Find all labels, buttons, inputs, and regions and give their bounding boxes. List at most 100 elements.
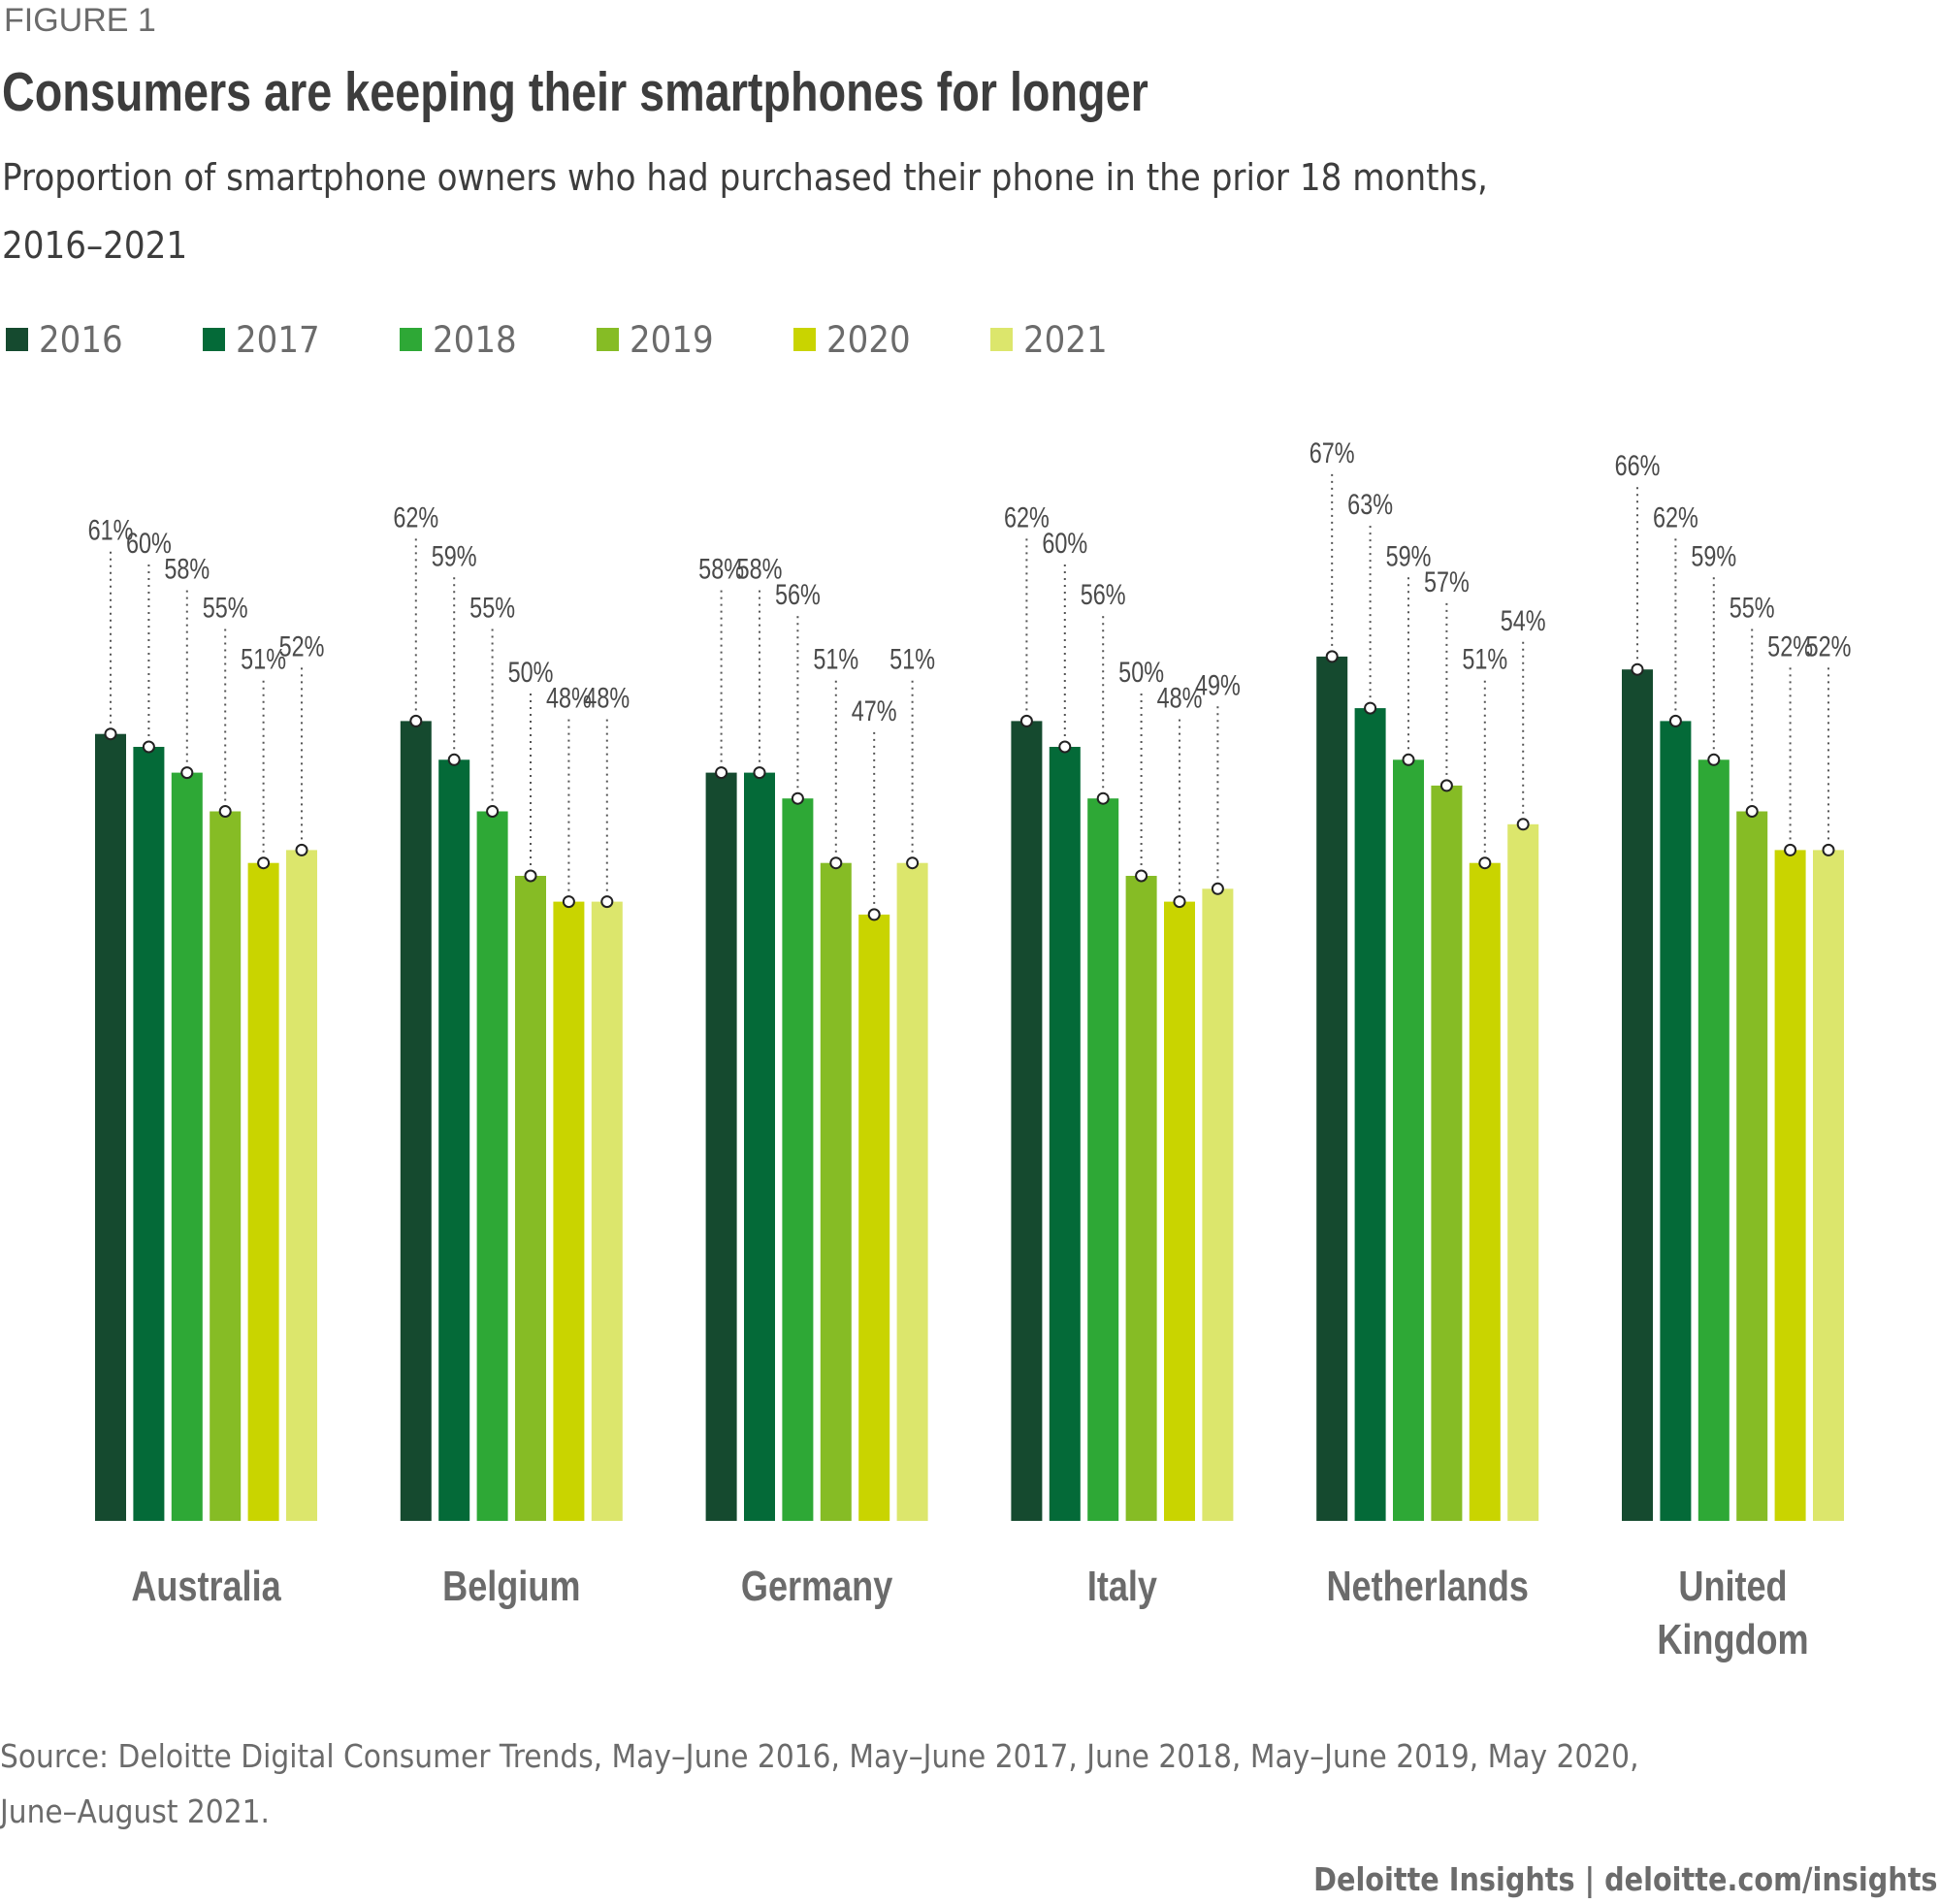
data-point-marker [409, 714, 423, 727]
legend-item-2020: 2020 [793, 315, 918, 364]
category-label: Australia [131, 1563, 281, 1610]
legend-item-2019: 2019 [597, 315, 721, 364]
data-point-marker [1325, 650, 1339, 663]
bar [210, 811, 242, 1521]
legend-swatch [6, 328, 28, 351]
data-label: 51% [813, 643, 858, 675]
data-point-marker [1631, 662, 1644, 676]
legend-label: 2021 [1023, 318, 1108, 361]
data-label: 56% [775, 578, 821, 610]
bar [171, 772, 203, 1521]
bar [515, 876, 546, 1521]
data-point-marker [1364, 701, 1377, 715]
data-point-marker [180, 766, 194, 780]
data-point-marker [1439, 779, 1453, 792]
bar-group-netherlands: 67% 63% 59%57% 51% 54% Netherlands [1310, 436, 1546, 1610]
bar [553, 901, 585, 1521]
data-label: 62% [1004, 501, 1050, 533]
data-point-marker [1516, 818, 1530, 831]
bar [896, 862, 928, 1521]
data-point-marker [1019, 714, 1033, 727]
data-label: 57% [1424, 565, 1470, 597]
category-label: Germany [741, 1563, 893, 1610]
bar [247, 862, 279, 1521]
legend-item-2021: 2021 [990, 315, 1115, 364]
data-point-marker [295, 843, 308, 856]
data-label: 58% [698, 553, 744, 585]
legend-swatch [203, 328, 225, 351]
legend-item-2017: 2017 [203, 315, 327, 364]
data-point-marker [600, 895, 614, 909]
data-point-marker [1211, 882, 1224, 895]
data-label: 60% [126, 527, 172, 559]
bar-group-belgium: 62%59%55%50%48%48%Belgium [393, 501, 630, 1610]
legend-item-2016: 2016 [6, 315, 130, 364]
bar [1202, 888, 1234, 1521]
bar [782, 798, 814, 1521]
bar [1813, 850, 1844, 1521]
data-label: 52% [279, 630, 325, 662]
data-point-marker [1784, 843, 1797, 856]
bar [744, 772, 775, 1521]
bar [1431, 785, 1463, 1521]
bar [95, 733, 126, 1521]
data-point-marker [104, 727, 117, 741]
bar [820, 862, 852, 1521]
bar [1049, 747, 1081, 1521]
source-note: Source: Deloitte Digital Consumer Trends… [0, 1737, 1639, 1830]
data-label: 62% [393, 501, 438, 533]
bar [1316, 656, 1348, 1521]
data-label: 51% [889, 643, 935, 675]
data-label: 49% [1195, 669, 1241, 701]
footer-credit: Deloitte Insights | deloitte.com/insight… [1313, 1860, 1938, 1898]
data-label: 55% [469, 592, 515, 624]
bar-group-australia: 61%60%58% 55% 51%52% Australia [88, 514, 325, 1610]
bar [1125, 876, 1157, 1521]
data-label: 67% [1310, 436, 1355, 468]
bar [1736, 811, 1768, 1521]
data-label: 52% [1767, 630, 1813, 662]
data-point-marker [524, 869, 537, 883]
data-point-marker [1707, 753, 1721, 766]
data-label: 58% [164, 553, 210, 585]
data-label: 50% [1118, 656, 1164, 688]
data-point-marker [142, 740, 155, 754]
legend-label: 2018 [433, 318, 517, 361]
bar [1774, 850, 1806, 1521]
data-point-marker [791, 791, 804, 805]
data-label: 58% [737, 553, 783, 585]
data-label: 48% [546, 682, 592, 714]
bar [1393, 759, 1424, 1521]
chart-subtitle: Proportion of smartphone owners who had … [2, 156, 1488, 267]
bar [1698, 759, 1730, 1521]
data-label: 48% [584, 682, 630, 714]
legend-label: 2019 [630, 318, 714, 361]
data-point-marker [1058, 740, 1072, 754]
bar [1469, 862, 1501, 1521]
data-point-marker [257, 856, 271, 870]
legend-label: 2016 [39, 318, 123, 361]
bar-group-germany: 58%58%56%51%47%51%Germany [698, 553, 935, 1610]
bar [400, 721, 432, 1521]
data-label: 59% [1691, 540, 1736, 572]
legend-label: 2020 [826, 318, 911, 361]
data-point-marker [562, 895, 575, 909]
data-label: 60% [1042, 527, 1087, 559]
data-label: 66% [1615, 449, 1661, 481]
data-label: 55% [203, 592, 248, 624]
data-point-marker [1822, 843, 1835, 856]
bar [1164, 901, 1195, 1521]
bar [1354, 708, 1386, 1521]
data-point-marker [867, 908, 881, 921]
bar [1507, 823, 1539, 1521]
bar [133, 747, 165, 1521]
data-label: 62% [1653, 501, 1698, 533]
legend-swatch [990, 328, 1013, 351]
data-label: 56% [1081, 578, 1126, 610]
data-label: 51% [241, 643, 286, 675]
data-label: 54% [1501, 604, 1546, 636]
bar [1011, 721, 1043, 1521]
legend-swatch [597, 328, 619, 351]
data-point-marker [1745, 805, 1759, 818]
legend-swatch [400, 328, 422, 351]
